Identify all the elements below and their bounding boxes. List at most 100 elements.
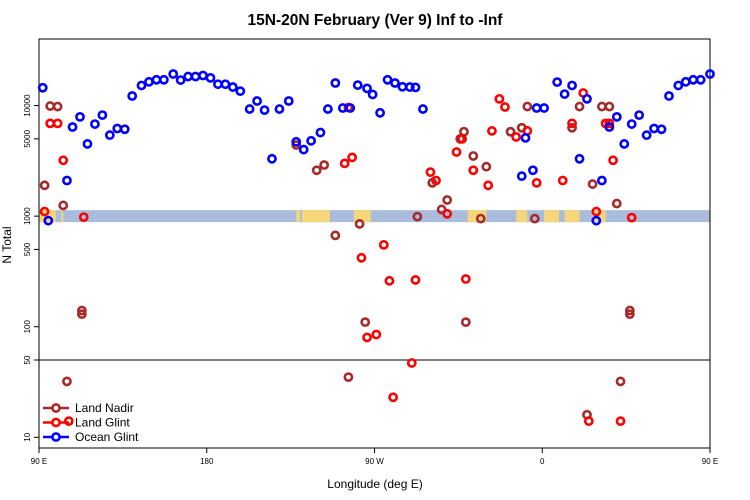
land-nadir-point	[360, 317, 371, 328]
ocean-glint-point	[362, 83, 372, 94]
ocean-glint-point	[330, 78, 341, 88]
ocean-glint-point	[528, 165, 538, 176]
plot-frame	[38, 38, 711, 449]
ocean-glint-point	[397, 81, 408, 92]
land-glint-point	[468, 165, 479, 176]
ocean-glint-point	[382, 74, 393, 85]
ocean-glint-point	[67, 122, 78, 132]
ocean-glint-point	[119, 124, 130, 135]
ocean-glint-point	[582, 93, 592, 104]
ocean-glint-point	[175, 75, 186, 85]
ocean-glint-point	[205, 72, 216, 83]
land-nadir-point	[587, 179, 598, 189]
ocean-glint-point	[641, 130, 652, 141]
land-nadir-point	[475, 213, 486, 224]
ocean-glint-point	[323, 104, 333, 114]
land-nadir-point	[567, 122, 577, 133]
ocean-glint-point	[626, 119, 637, 129]
ocean-glint-point	[112, 123, 123, 134]
land-glint-point	[58, 155, 69, 166]
ocean-glint-point	[410, 82, 421, 93]
land-nadir-point	[412, 211, 423, 222]
ocean-glint-point	[220, 79, 231, 90]
land-nadir-point	[62, 376, 72, 387]
land-band-segment	[592, 210, 606, 223]
land-glint-point	[500, 102, 510, 112]
land-glint-point	[431, 175, 441, 186]
ocean-glint-point	[190, 71, 201, 82]
land-nadir-point	[76, 305, 87, 316]
land-nadir-point	[442, 195, 453, 205]
land-glint-point	[388, 392, 399, 403]
ocean-glint-point	[567, 80, 577, 91]
land-glint-point	[339, 158, 350, 169]
ocean-glint-point	[37, 82, 48, 93]
land-nadir-point	[58, 200, 69, 211]
land-nadir-point	[468, 151, 479, 161]
land-nadir-point	[354, 219, 365, 229]
ocean-glint-point	[274, 104, 285, 114]
land-glint-point	[362, 332, 372, 343]
ocean-glint-point	[604, 122, 615, 132]
land-glint-point	[531, 177, 542, 188]
ocean-glint-point	[298, 144, 309, 155]
land-glint-point	[406, 358, 417, 368]
land-nadir-legend-marker	[51, 403, 61, 413]
land-glint-point	[425, 167, 436, 178]
land-nadir-point	[319, 160, 330, 170]
land-glint-point	[356, 252, 367, 263]
plot-area: 90 E 180 90 W 0 90 E 10 50 100 500 1000 5000 10000	[23, 38, 718, 466]
land-nadir-point	[596, 101, 607, 112]
land-nadir-point	[45, 101, 56, 111]
land-band-segment	[301, 210, 330, 223]
ocean-glint-point	[680, 76, 691, 87]
land-glint-point	[371, 329, 382, 340]
land-glint-point	[604, 118, 615, 129]
land-band-segment	[353, 210, 371, 223]
ocean-glint-point	[198, 70, 208, 81]
land-glint-point	[63, 416, 74, 427]
ocean-glint-point	[252, 96, 262, 106]
land-nadir-point	[624, 309, 635, 320]
ocean-glint-point	[75, 111, 85, 122]
land-glint-point	[52, 118, 63, 129]
y-tick-label: 100	[23, 319, 32, 333]
land-nadir-point	[76, 309, 87, 320]
land-glint-point	[442, 208, 453, 219]
ocean-glint-point	[574, 153, 585, 164]
land-nadir-point	[522, 101, 533, 112]
y-tick-label: 1000	[23, 207, 32, 225]
ocean-glint-point	[367, 89, 378, 100]
ocean-glint-point	[375, 107, 385, 118]
land-nadir-legend-label: Land Nadir	[75, 401, 134, 415]
land-glint-point	[626, 212, 637, 223]
land-glint-point	[494, 93, 505, 104]
ocean-glint-point	[531, 103, 542, 113]
ocean-glint-point	[559, 89, 570, 99]
ocean-glint-point	[664, 91, 674, 101]
land-glint-legend-label: Land Glint	[75, 416, 130, 430]
ocean-glint-point	[43, 215, 54, 226]
land-nadir-point	[481, 161, 492, 172]
ocean-glint-point	[151, 74, 162, 85]
land-glint-point	[45, 118, 56, 129]
land-nadir-point	[311, 165, 322, 176]
land-nadir-point	[460, 317, 471, 328]
x-axis-label: Longitude (deg E)	[327, 477, 422, 491]
ocean-glint-point	[390, 78, 400, 88]
land-glint-point	[483, 180, 494, 191]
ocean-glint-point	[520, 133, 531, 143]
land-band-segment	[61, 210, 64, 223]
ocean-glint-point	[695, 74, 706, 85]
y-tick-label: 5000	[23, 129, 32, 147]
y-tick-label: 10	[23, 432, 32, 441]
y-tick-label: 500	[23, 242, 32, 256]
ocean-glint-point	[306, 135, 317, 146]
ocean-glint-point	[619, 139, 630, 149]
land-glint-point	[384, 275, 395, 286]
x-tick-label: 90 E	[702, 457, 718, 466]
ocean-glint-point	[235, 86, 246, 97]
ocean-glint-point	[97, 110, 108, 121]
ocean-glint-point	[315, 127, 326, 138]
